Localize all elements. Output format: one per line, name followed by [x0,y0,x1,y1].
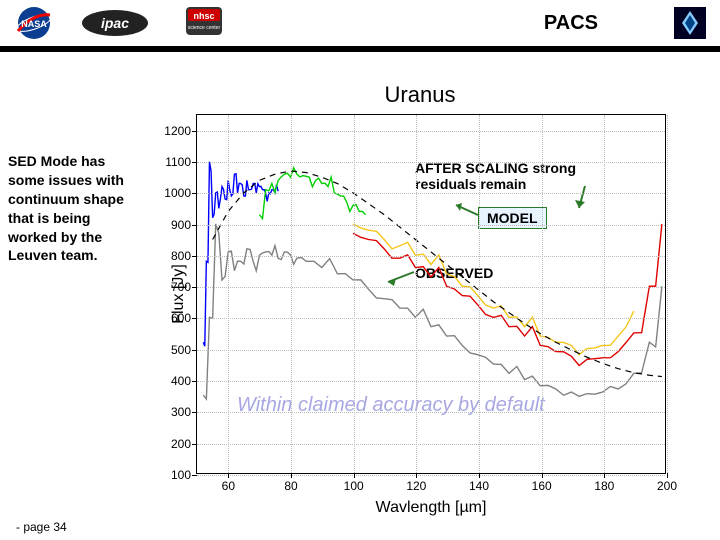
y-tick: 300 [157,405,191,419]
content-area: SED Mode has some issues with continuum … [0,52,720,510]
grid-line [197,225,665,226]
grid-line [197,193,665,194]
accuracy-overlay-text: Within claimed accuracy by default [237,394,545,417]
grid-line [197,318,665,319]
grid-line [197,381,665,382]
grid-line [604,115,605,473]
y-tick: 600 [157,311,191,325]
y-tick: 200 [157,437,191,451]
y-tick: 1200 [157,124,191,138]
grid-line [197,131,665,132]
grid-line [416,115,417,473]
series-scaled_yellow [353,224,634,355]
grid-line [197,412,665,413]
y-tick: 100 [157,468,191,482]
y-tick: 700 [157,280,191,294]
x-tick: 140 [469,479,489,493]
y-tick: 1000 [157,186,191,200]
grid-line [479,115,480,473]
grid-line [197,162,665,163]
series-observed_gray [203,224,662,399]
page-footer: - page 34 [16,520,67,534]
x-tick: 180 [594,479,614,493]
grid-line [291,115,292,473]
nhsc-logo-icon: nhsc science center [174,5,234,41]
svg-text:ipac: ipac [101,15,129,31]
x-tick: 120 [406,479,426,493]
svg-text:science center: science center [188,25,221,31]
chart-series [197,115,665,473]
header-bar: NASA ipac nhsc science center PACS [0,0,720,52]
grid-line [197,444,665,445]
grid-line [197,287,665,288]
svg-text:nhsc: nhsc [193,11,214,21]
grid-line [197,256,665,257]
y-tick: 900 [157,218,191,232]
grid-line [667,115,668,473]
y-tick: 1100 [157,155,191,169]
nasa-logo-icon: NASA [12,5,56,41]
grid-line [197,350,665,351]
grid-line [197,475,665,476]
chart-title: Uranus [140,82,700,108]
grid-line [354,115,355,473]
x-axis-label: Wavlength [µm] [376,499,487,517]
uranus-chart: Uranus Flux [Jy] Wavlength [µm] Within c… [140,82,700,502]
y-tick: 400 [157,374,191,388]
x-tick: 60 [222,479,235,493]
pacs-label: PACS [544,12,598,35]
svg-text:NASA: NASA [21,19,47,29]
y-tick: 500 [157,343,191,357]
sed-mode-note: SED Mode has some issues with continuum … [8,152,138,265]
ipac-logo-icon: ipac [80,8,150,38]
grid-line [228,115,229,473]
grid-line [542,115,543,473]
plot-area: Flux [Jy] Wavlength [µm] Within claimed … [196,114,666,474]
series-model_dash [213,171,662,377]
x-tick: 200 [657,479,677,493]
x-tick: 100 [344,479,364,493]
y-tick: 800 [157,249,191,263]
herschel-logo-icon [672,5,708,41]
x-tick: 160 [532,479,552,493]
x-tick: 80 [284,479,297,493]
